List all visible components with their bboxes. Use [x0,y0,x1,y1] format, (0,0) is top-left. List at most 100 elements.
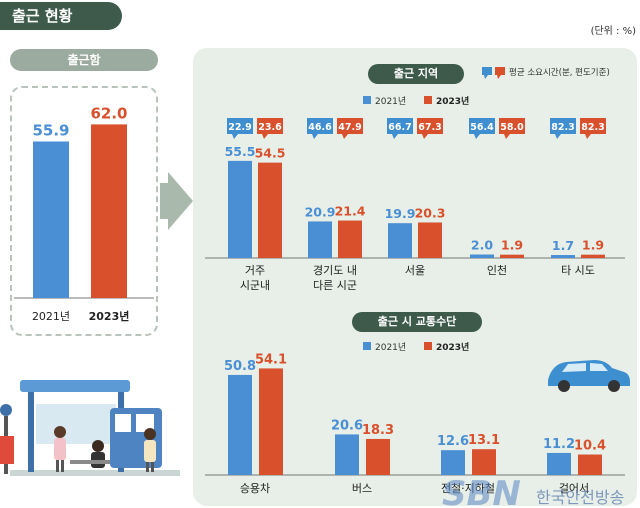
region-value-label: 20.9 [305,204,336,219]
transport-value-label: 11.2 [543,437,575,452]
time-legend-icons [482,67,505,79]
transport-bar [441,450,465,475]
region-bar [500,254,524,258]
transport-bar [472,449,496,475]
transport-category-label: 승용차 [240,482,270,495]
time-value-label: 22.9 [228,122,251,133]
time-value-label: 56.4 [470,122,494,133]
time-bubble-tail [474,134,480,139]
legend-2023-label: 2023년 [436,95,469,107]
transport-bars: 50.854.1 승용차 20.618.3 버스 12.613.1 전철·지하철 11.21… [224,352,606,495]
legend-2021-label: 2021년 [375,342,406,353]
region-bar [338,220,362,258]
time-bubble [387,118,413,134]
legend-2021-label: 2021년 [375,96,406,107]
region-value-label: 54.5 [255,146,286,161]
time-legend-label: 평균 소요시간(분, 편도기준) [509,67,610,78]
legend-2023-label: 2023년 [436,341,469,353]
region-bar [581,254,605,258]
transport-bar [228,374,252,475]
commute-rate-category-label: 2023년 [89,309,130,323]
transport-value-label: 50.8 [224,359,256,374]
arrow-connector [160,172,193,230]
transport-value-label: 10.4 [574,439,606,454]
time-value-label: 58.0 [500,122,524,133]
transport-bar [578,454,602,475]
region-section-title: 출근 지역 [368,64,464,84]
time-bubble [550,118,576,134]
region-value-label: 55.5 [225,144,256,159]
transport-category-label: 걸어서 [559,482,589,495]
sbn-logo-watermark: SBN [442,474,521,508]
time-value-label: 23.6 [258,122,282,133]
transport-value-label: 20.6 [331,418,363,433]
region-value-label: 1.9 [582,238,604,253]
car-illustration [548,360,630,392]
region-bar [388,223,412,258]
time-bubble-tail [585,134,591,139]
time-bubble [469,118,495,134]
region-value-label: 2.0 [471,238,493,253]
commute-rate-bar [33,141,69,298]
watermark-text: 한국안전방송 [536,488,624,507]
time-bubble-tail [392,134,398,139]
commute-rate-box [10,86,158,336]
region-value-label: 21.4 [335,204,366,219]
time-bubble-tail [262,134,268,139]
time-value-label: 66.7 [388,122,411,133]
time-bubble-tail [504,134,510,139]
region-bar [258,162,282,258]
time-bubble-tail [342,134,348,139]
region-value-label: 19.9 [385,206,416,221]
region-bar [418,222,442,258]
time-value-label: 82.3 [551,122,574,133]
commute-rate-value-label: 55.9 [32,121,69,139]
transport-value-label: 54.1 [255,352,287,367]
time-bubble [227,118,253,134]
region-bar [551,255,575,258]
transport-bar [366,438,390,475]
region-value-label: 20.3 [415,205,446,220]
transport-year-legend: 2021년 2023년 [363,341,469,353]
time-bubble [417,118,443,134]
unit-label: (단위 : %) [590,26,636,37]
region-bar [228,160,252,258]
time-bubble [499,118,525,134]
region-category-label: 거주 [245,264,265,277]
transport-bar [547,452,571,475]
time-bubble [580,118,606,134]
region-value-label: 1.7 [552,238,574,253]
region-value-label: 1.9 [501,238,523,253]
commute-rate-category-label: 2021년 [32,310,70,323]
time-value-label: 67.3 [418,122,441,133]
transport-value-label: 12.6 [437,434,469,449]
region-bar [308,221,332,258]
commute-rate-bars: 55.9 2021년 62.0 2023년 [32,104,129,323]
svg-text:SBN: SBN [442,474,521,508]
time-bubble [257,118,283,134]
transport-category-label: 버스 [352,482,372,495]
page-title: 출근 현황 [0,2,122,30]
time-bubble-tail [422,134,428,139]
region-category-label: 시군내 [240,279,270,292]
time-bubble-tail [555,134,561,139]
commute-rate-title: 출근함 [10,49,158,71]
time-bubble [307,118,333,134]
region-category-label: 경기도 내 [313,264,357,277]
region-category-label: 타 시도 [561,264,595,277]
region-category-label: 다른 시군 [313,279,357,292]
region-year-legend: 2021년 2023년 [363,95,469,107]
commute-rate-bar [91,124,127,299]
region-category-label: 서울 [405,264,425,277]
transport-bar [259,368,283,475]
transport-category-label: 전철·지하철 [441,481,495,495]
region-category-label: 인천 [487,263,507,277]
time-value-label: 47.9 [338,122,361,133]
region-bar [470,254,494,258]
transport-bar [335,434,359,475]
time-bubble [337,118,363,134]
time-bubble-tail [232,134,238,139]
transport-value-label: 18.3 [362,423,394,438]
